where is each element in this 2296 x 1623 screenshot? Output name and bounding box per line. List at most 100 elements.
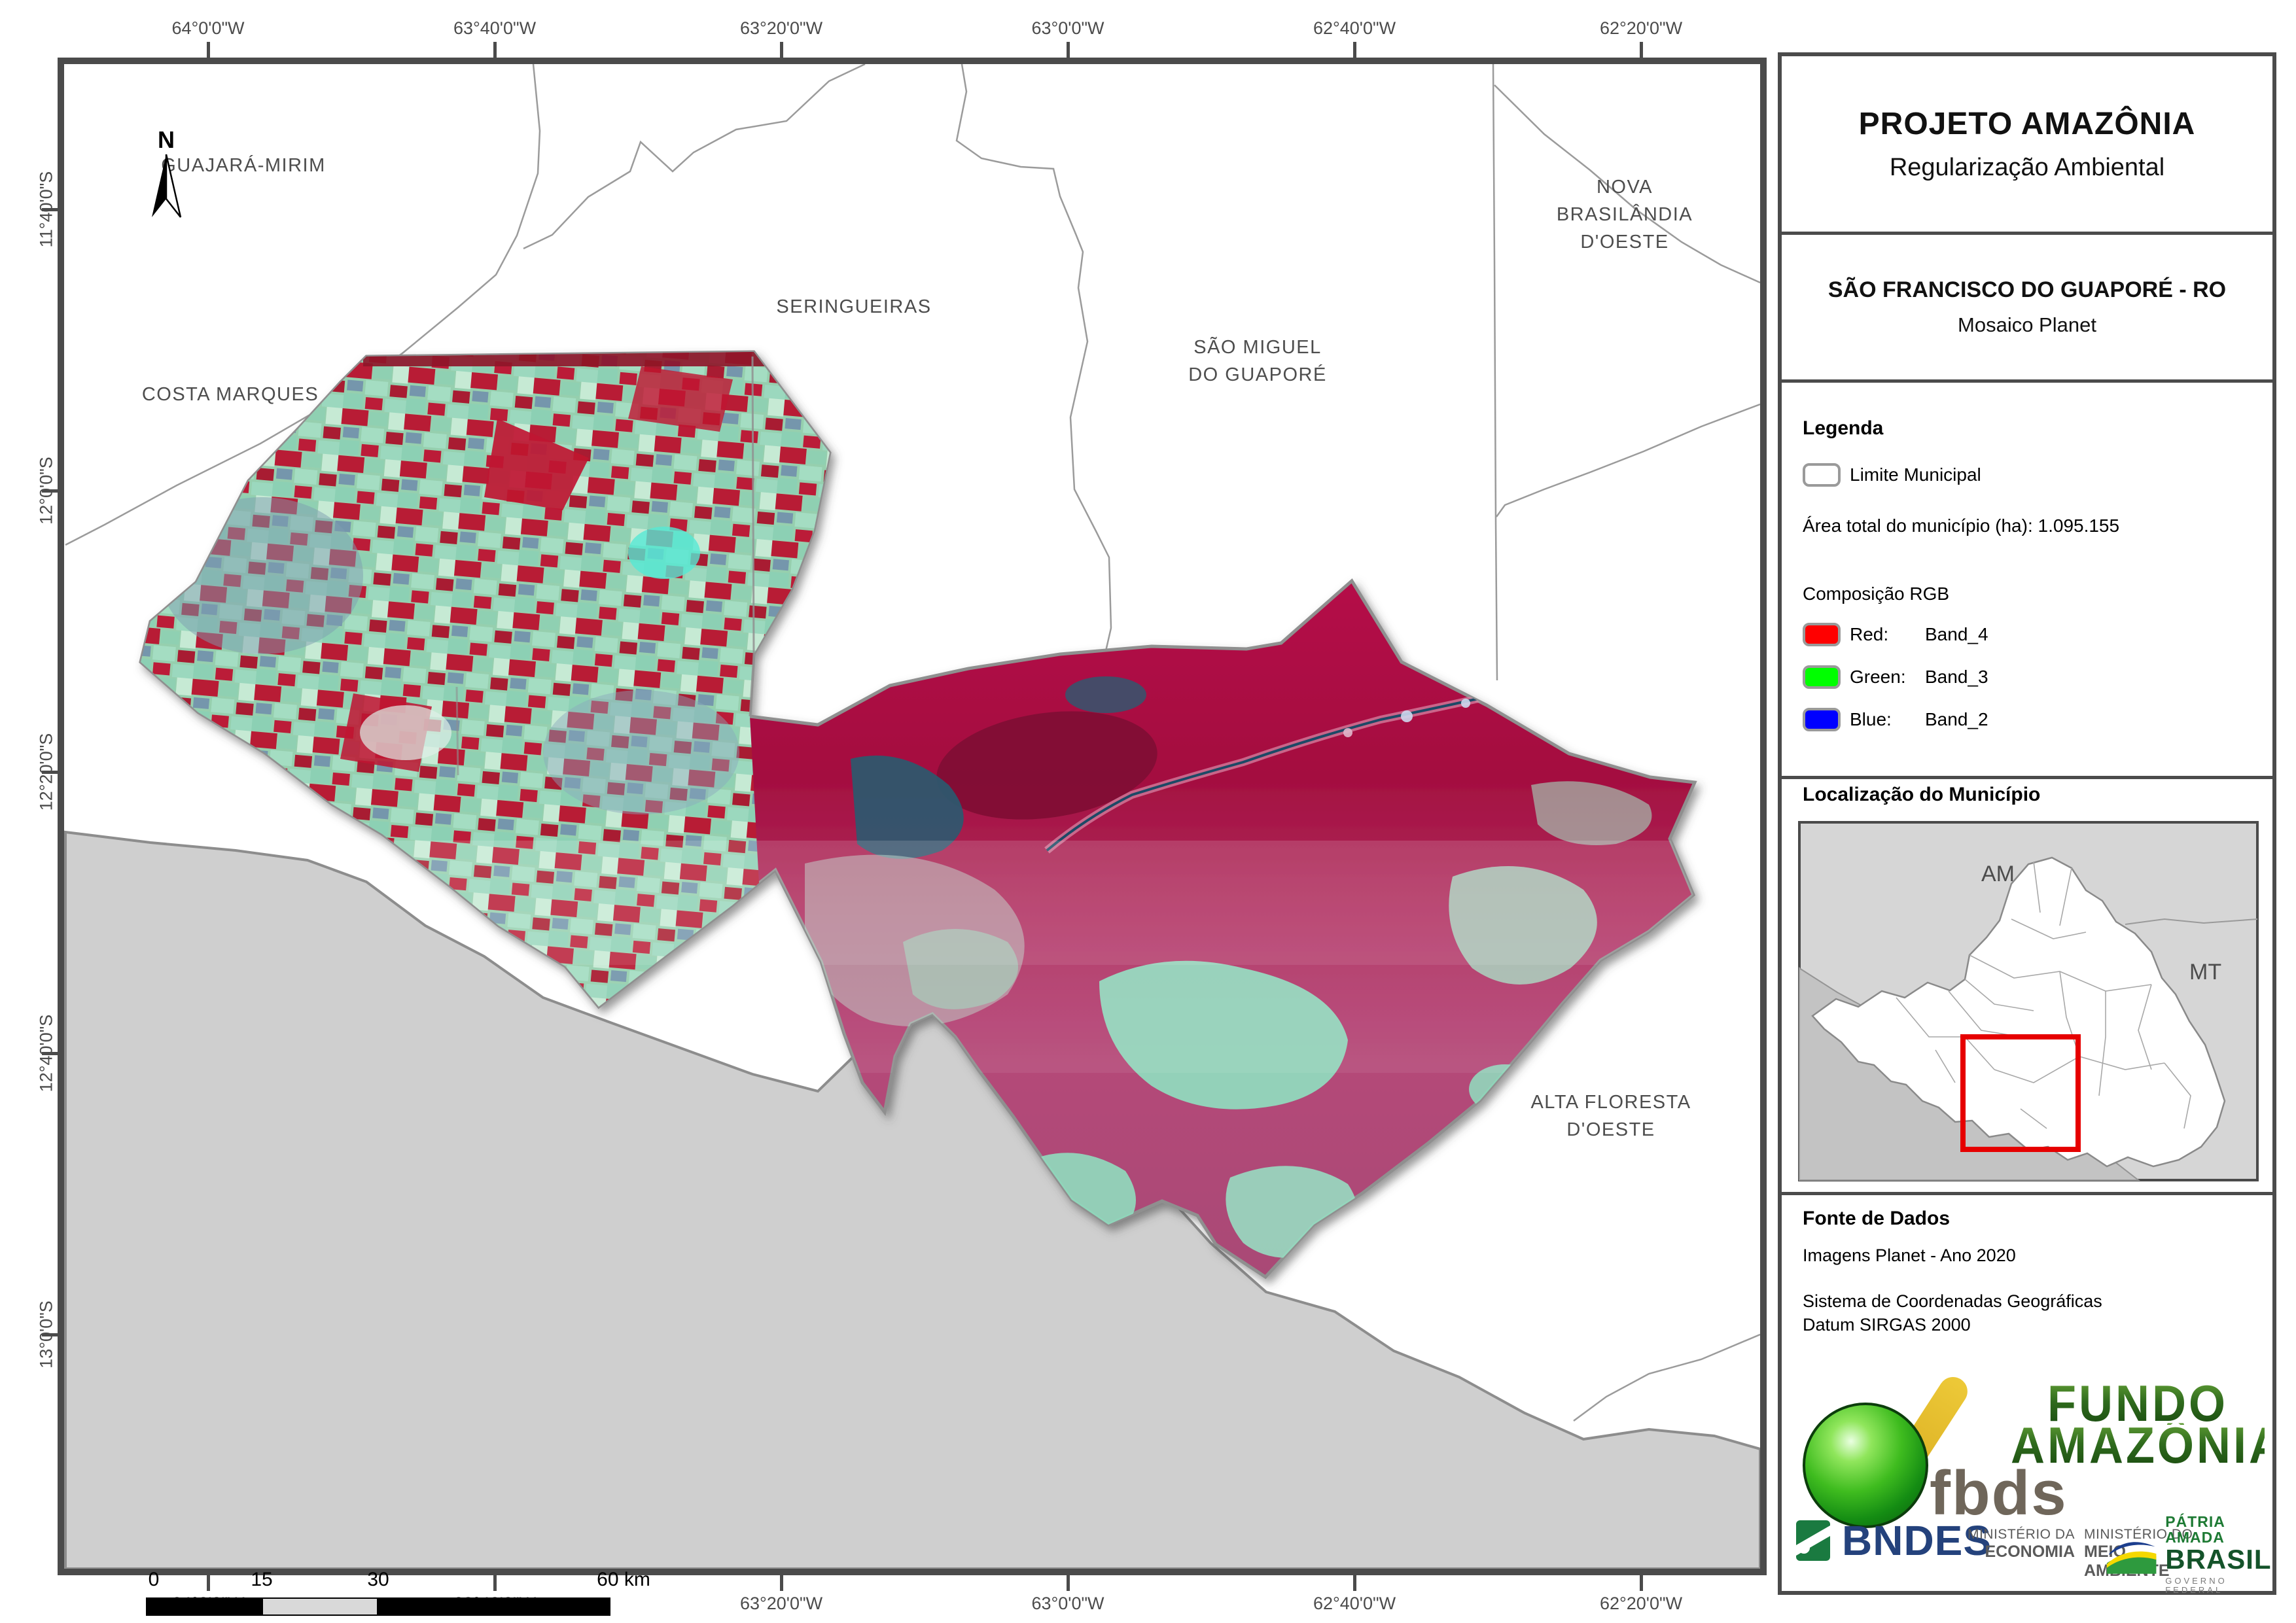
patria-line3: GOVERNO FEDERAL (2165, 1576, 2227, 1596)
tick (1353, 42, 1356, 58)
panel-divider (1782, 379, 2272, 383)
tick (1353, 1575, 1356, 1591)
legend-item-green: Green: Band_3 (1803, 665, 1988, 689)
tick (42, 1333, 58, 1336)
tick (42, 208, 58, 211)
tick (42, 771, 58, 774)
fundo-logo-line1: FUNDO (2011, 1378, 2265, 1429)
fbds-logo: fbds (1793, 1365, 2066, 1541)
green-band-name: Band_3 (1925, 667, 1988, 687)
scale-segment (378, 1597, 610, 1616)
label-sao-miguel-1: SÃO MIGUEL (1193, 336, 1322, 358)
label-sao-miguel-2: DO GUAPORÉ (1188, 364, 1327, 385)
fundo-logo-line2: AMAZÔNIA (2011, 1417, 2286, 1475)
ministry-economia: MINISTÉRIO DA ECONOMIA (1964, 1527, 2075, 1562)
limite-municipal-label: Limite Municipal (1850, 464, 1981, 485)
project-header: PROJETO AMAZÔNIA Regularização Ambiental (1782, 56, 2272, 232)
municipal-boundaries (65, 64, 1760, 1422)
map-product: Mosaico Planet (1958, 313, 2096, 336)
tick (1067, 42, 1070, 58)
tick (493, 42, 497, 58)
fbds-logo-text: fbds (1930, 1458, 2068, 1528)
north-arrow-label: N (158, 126, 175, 153)
legend-item-limite: Limite Municipal (1803, 463, 1981, 487)
blue-band-swatch (1803, 708, 1841, 731)
source-line-1: Imagens Planet - Ano 2020 (1803, 1246, 2016, 1265)
scale-segment (146, 1597, 262, 1616)
scale-label-30: 30 (367, 1569, 389, 1590)
main-map: GUAJARÁ-MIRIM COSTA MARQUES SERINGUEIRAS… (58, 58, 1767, 1616)
label-nova-1: NOVA (1597, 177, 1653, 198)
rgb-heading-label: Composição RGB (1803, 584, 1950, 604)
satellite-mosaic (118, 351, 1721, 1277)
locator-map: AM MT (1798, 821, 2259, 1181)
red-band-swatch (1803, 623, 1841, 646)
patria-line1: PÁTRIA AMADA (2165, 1513, 2225, 1546)
lon-label-bottom: 63°20'0"W (739, 1594, 823, 1613)
green-band-label: Green: (1850, 667, 1906, 687)
locator-label-mt: MT (2189, 960, 2221, 985)
scale-label-0: 0 (148, 1569, 160, 1590)
ministry-ambiente-line1: MINISTÉRIO DO (2084, 1527, 2193, 1542)
tick (42, 489, 58, 493)
legend-item-blue: Blue: Band_2 (1803, 708, 1988, 731)
label-alta-floresta-1: ALTA FLORESTA (1530, 1092, 1691, 1113)
green-band-swatch (1803, 665, 1841, 689)
north-arrow-icon (152, 154, 182, 218)
fbds-logo-sphere (1803, 1403, 1928, 1528)
scale-segment (262, 1597, 378, 1616)
source-heading: Fonte de Dados (1803, 1208, 1951, 1229)
scale-label-15: 15 (251, 1569, 273, 1590)
source-line-2: Sistema de Coordenadas Geográficas (1803, 1291, 2102, 1311)
project-subtitle: Regularização Ambiental (1889, 154, 2165, 181)
brasil-flag-icon (2106, 1542, 2157, 1574)
tick (780, 1575, 783, 1591)
label-costa-marques: COSTA MARQUES (142, 384, 319, 405)
lon-label-top: 62°40'0"W (1313, 18, 1396, 38)
tick (1640, 1575, 1643, 1591)
lon-label-top: 63°0'0"W (1031, 18, 1104, 38)
patria-line2: BRASIL (2165, 1544, 2272, 1575)
project-title: PROJETO AMAZÔNIA (1858, 107, 2196, 141)
location-heading: Localização do Município (1803, 784, 2041, 805)
patria-amada-brasil-logo: PÁTRIA AMADA BRASIL GOVERNO FEDERAL (2106, 1514, 2277, 1595)
fundo-amazonia-logo: FUNDO AMAZÔNIA (2011, 1378, 2286, 1475)
map-canvas: GUAJARÁ-MIRIM COSTA MARQUES SERINGUEIRAS… (64, 64, 1760, 1569)
bndes-logo-icon (1796, 1520, 1830, 1561)
label-nova-2: BRASILÂNDIA (1557, 203, 1693, 225)
locator-label-am: AM (1981, 862, 2015, 886)
ministry-economia-line1: MINISTÉRIO DA (1967, 1527, 2075, 1542)
legend-item-red: Red: Band_4 (1803, 623, 1988, 646)
lon-label-bottom: 62°40'0"W (1313, 1594, 1396, 1613)
legend-rgb-heading: Composição RGB (1803, 584, 1949, 604)
red-band-label: Red: (1850, 624, 1889, 644)
lon-label-bottom: 62°20'0"W (1599, 1594, 1683, 1613)
place-labels: GUAJARÁ-MIRIM COSTA MARQUES SERINGUEIRAS… (142, 154, 1693, 1140)
blue-band-name: Band_2 (1925, 709, 1988, 729)
lon-label-top: 64°0'0"W (171, 18, 245, 38)
info-panel: PROJETO AMAZÔNIA Regularização Ambiental… (1778, 52, 2286, 1595)
lon-label-top: 63°20'0"W (739, 18, 823, 38)
lon-label-top: 63°40'0"W (453, 18, 537, 38)
municipality-header: SÃO FRANCISCO DO GUAPORÉ - RO Mosaico Pl… (1782, 235, 2272, 379)
locator-highlight-box (1960, 1034, 2081, 1152)
tick (207, 42, 210, 58)
label-guajara-mirim: GUAJARÁ-MIRIM (161, 154, 326, 176)
legend-heading: Legenda (1803, 417, 1884, 439)
scale-bar: 0 15 30 60 km (146, 1569, 650, 1621)
blue-band-label: Blue: (1850, 709, 1892, 729)
tick (1067, 1575, 1070, 1591)
lon-label-bottom: 63°0'0"W (1031, 1594, 1104, 1613)
panel-divider (1782, 776, 2272, 779)
tick (493, 1575, 497, 1591)
north-arrow: N (140, 128, 192, 233)
municipality-name: SÃO FRANCISCO DO GUAPORÉ - RO (1828, 277, 2227, 302)
label-seringueiras: SERINGUEIRAS (776, 296, 931, 317)
limite-municipal-swatch (1803, 463, 1841, 487)
tick (780, 42, 783, 58)
lon-label-top: 62°20'0"W (1599, 18, 1683, 38)
area-total-label: Área total do município (ha): 1.095.155 (1803, 515, 2120, 536)
source-line-3: Datum SIRGAS 2000 (1803, 1315, 1971, 1335)
tick (42, 1052, 58, 1055)
